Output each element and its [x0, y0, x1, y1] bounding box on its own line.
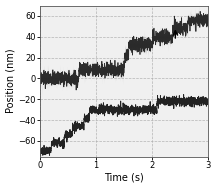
Y-axis label: Position (nm): Position (nm) — [6, 49, 16, 113]
X-axis label: Time (s): Time (s) — [104, 172, 144, 182]
